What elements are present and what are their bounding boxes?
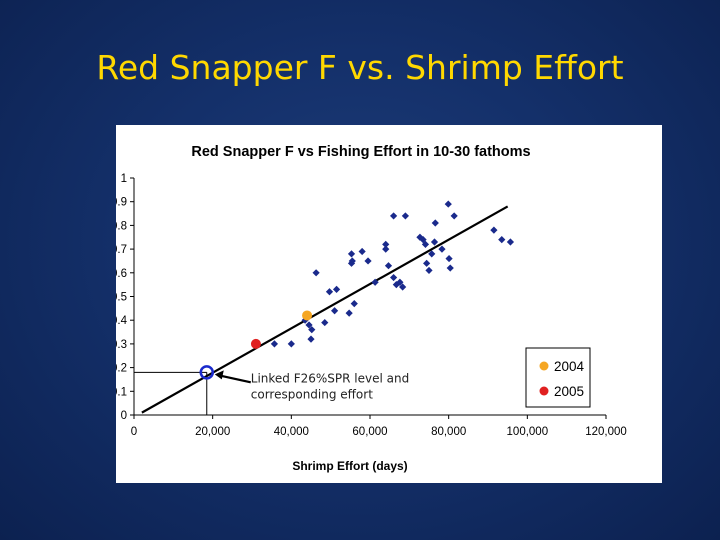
data-point	[382, 245, 390, 253]
data-point	[350, 300, 358, 308]
reference-annotation-line-1: Linked F26%SPR level and	[251, 371, 409, 385]
slide-title: Red Snapper F vs. Shrimp Effort	[96, 48, 624, 87]
data-point	[421, 240, 430, 248]
x-tick-label: 80,000	[431, 426, 466, 438]
data-point	[419, 236, 427, 244]
data-point	[445, 254, 453, 263]
y-tick-label: 0.1	[116, 386, 127, 398]
legend-marker-2004	[539, 361, 549, 371]
y-tick-label: 0	[121, 410, 127, 422]
data-point	[358, 247, 366, 256]
data-point	[325, 288, 334, 296]
data-point	[438, 245, 446, 253]
data-point	[506, 238, 515, 246]
data-point	[332, 285, 341, 293]
data-point	[390, 273, 398, 282]
data-point	[348, 257, 356, 265]
data-point	[423, 259, 431, 267]
legend-marker-2005	[539, 386, 549, 396]
reference-arrow	[218, 374, 252, 384]
data-point	[446, 264, 454, 272]
x-tick-label: 100,000	[507, 426, 549, 438]
data-points	[250, 200, 515, 349]
y-tick-label: 0.5	[116, 292, 127, 304]
reference-marker	[199, 365, 215, 380]
data-point	[498, 236, 506, 244]
y-tick-label: 0.3	[116, 339, 127, 351]
data-point	[270, 340, 279, 348]
legend-label-2005: 2005	[554, 384, 584, 399]
y-tick-label: 0.4	[116, 315, 128, 327]
data-point	[382, 240, 390, 248]
data-point	[331, 307, 339, 315]
data-point	[287, 340, 295, 348]
data-point	[371, 278, 379, 286]
y-tick-label: 0.6	[116, 268, 127, 280]
x-tick-label: 40,000	[274, 426, 309, 438]
data-point	[347, 250, 356, 258]
y-tick-label: 0.7	[116, 244, 127, 256]
data-point	[312, 269, 320, 277]
reference-arrowhead	[214, 370, 224, 380]
data-point	[428, 250, 436, 258]
x-tick-label: 120,000	[585, 426, 627, 438]
chart-panel: Red Snapper F vs Fishing Effort in 10-30…	[116, 125, 662, 483]
data-point	[416, 233, 424, 241]
legend-label-2004: 2004	[554, 359, 585, 374]
scatter-chart: Red Snapper F vs Fishing Effort in 10-30…	[116, 144, 627, 473]
y-tick-label: 0.2	[116, 363, 127, 375]
data-point	[444, 200, 452, 208]
data-point	[396, 278, 404, 286]
data-point	[364, 257, 372, 265]
y-tick-label: 1	[121, 173, 127, 185]
x-tick-label: 60,000	[352, 426, 387, 438]
data-point	[321, 318, 329, 327]
chart-title: Red Snapper F vs Fishing Effort in 10-30…	[191, 144, 530, 160]
y-tick-label: 0.9	[116, 197, 127, 209]
data-point-2005	[250, 338, 261, 349]
data-point-2004	[302, 310, 313, 321]
data-point	[450, 212, 458, 220]
data-point	[384, 262, 393, 270]
y-tick-label: 0.8	[116, 220, 127, 232]
data-point	[431, 219, 439, 227]
x-axis-label: Shrimp Effort (days)	[292, 459, 407, 473]
reference-layer: Linked F26%SPR level and corresponding ef…	[134, 365, 409, 415]
axes: 0 0.1 0.2 0.3 0.4 0.5 0.6 0.7 0.8 0.9 1 0 20,000 40,0…	[116, 173, 627, 438]
data-point	[430, 238, 439, 246]
x-tick-label: 0	[131, 426, 137, 438]
data-point	[425, 266, 433, 275]
data-point	[305, 321, 313, 329]
data-point	[345, 309, 353, 317]
legend: 2004 2005	[525, 347, 591, 408]
data-point	[390, 212, 398, 220]
reference-annotation-line-2: corresponding effort	[251, 387, 373, 401]
data-point	[490, 226, 498, 234]
x-tick-label: 20,000	[195, 426, 230, 438]
legend-box	[525, 347, 591, 408]
data-point	[401, 212, 409, 220]
data-point	[307, 335, 315, 343]
